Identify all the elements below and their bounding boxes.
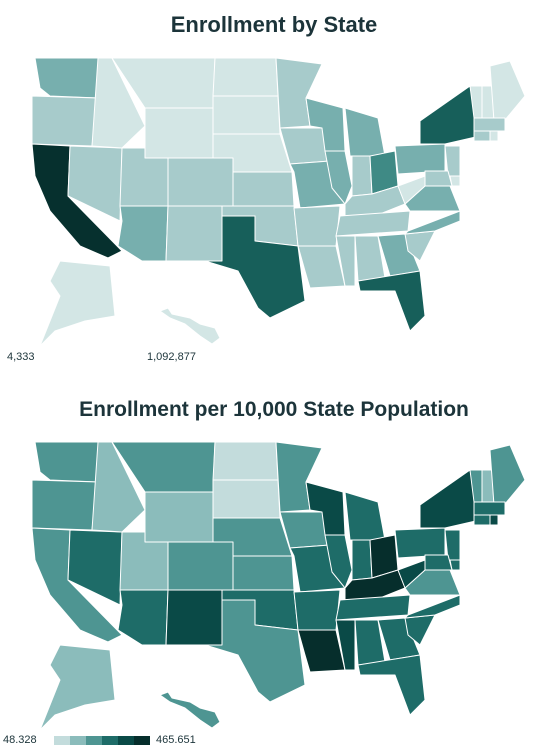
us-map-per-capita-enrollment bbox=[31, 441, 526, 730]
legend-color-ramp bbox=[54, 736, 150, 745]
state-md bbox=[424, 554, 453, 571]
state-me bbox=[489, 444, 526, 511]
map-title-total: Enrollment by State bbox=[170, 12, 378, 37]
state-hi bbox=[159, 691, 221, 729]
state-mi bbox=[344, 491, 386, 541]
state-ri bbox=[489, 514, 499, 526]
state-nd bbox=[212, 441, 279, 481]
legend-swatch bbox=[134, 736, 150, 745]
state-co bbox=[167, 541, 234, 591]
state-ar bbox=[293, 589, 341, 631]
state-hi bbox=[159, 307, 221, 345]
state-or bbox=[31, 479, 99, 531]
state-az bbox=[117, 205, 169, 262]
legend-swatch bbox=[70, 736, 87, 745]
state-pa bbox=[394, 527, 446, 559]
state-co bbox=[167, 157, 234, 207]
legend-max-total: 1,092,877 bbox=[147, 351, 196, 363]
state-pa bbox=[394, 143, 446, 175]
state-nd bbox=[212, 57, 279, 97]
state-ks bbox=[232, 171, 295, 207]
state-tx bbox=[204, 599, 306, 703]
legend-min-total: 4,333 bbox=[7, 351, 35, 363]
us-map-total-enrollment bbox=[31, 57, 526, 347]
state-ri bbox=[489, 130, 499, 142]
state-id bbox=[91, 441, 146, 533]
state-or bbox=[31, 95, 99, 147]
state-nc bbox=[404, 210, 461, 235]
state-nm bbox=[165, 205, 223, 262]
legend-swatch bbox=[118, 736, 135, 745]
state-ct bbox=[473, 514, 491, 526]
state-ak bbox=[39, 644, 116, 730]
state-ar bbox=[293, 205, 341, 247]
state-fl bbox=[357, 270, 426, 332]
state-wy bbox=[144, 491, 214, 543]
map-title-per-capita: Enrollment per 10,000 State Population bbox=[79, 398, 469, 421]
state-fl bbox=[357, 654, 426, 716]
state-wa bbox=[34, 57, 101, 99]
state-wa bbox=[34, 441, 101, 483]
state-ks bbox=[232, 555, 295, 591]
state-il bbox=[324, 150, 353, 205]
legend-swatch bbox=[86, 736, 103, 745]
state-az bbox=[117, 589, 169, 646]
state-ma bbox=[473, 117, 506, 132]
state-ms bbox=[335, 235, 356, 287]
state-sd bbox=[212, 479, 281, 519]
state-me bbox=[489, 60, 526, 127]
state-la bbox=[297, 629, 346, 673]
state-il bbox=[324, 534, 353, 589]
legend-swatch bbox=[102, 736, 119, 745]
state-ct bbox=[473, 130, 491, 142]
legend-swatch bbox=[54, 736, 71, 745]
state-in bbox=[351, 155, 373, 197]
state-md bbox=[424, 170, 453, 187]
state-nm bbox=[165, 589, 223, 646]
state-mi bbox=[344, 107, 386, 157]
state-sd bbox=[212, 95, 281, 135]
legend-max-per-capita: 465.651 bbox=[156, 734, 196, 746]
state-ny bbox=[419, 469, 481, 529]
state-tx bbox=[204, 215, 306, 319]
state-nc bbox=[404, 594, 461, 619]
state-la bbox=[297, 245, 346, 289]
state-id bbox=[91, 57, 146, 149]
state-ak bbox=[39, 260, 116, 347]
state-in bbox=[351, 539, 373, 581]
state-wy bbox=[144, 107, 214, 159]
state-ny bbox=[419, 85, 481, 145]
state-ms bbox=[335, 619, 356, 671]
state-ma bbox=[473, 501, 506, 516]
legend-min-per-capita: 48.328 bbox=[3, 734, 37, 746]
